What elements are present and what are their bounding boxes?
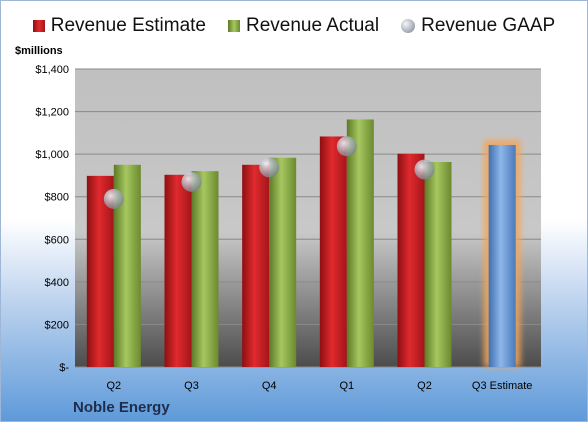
y-tick-label: $600 (45, 234, 69, 246)
legend-swatch-red (32, 20, 45, 32)
legend-marker-gaap (401, 19, 416, 33)
x-tick-label: Q3 (184, 380, 199, 392)
bar-revenue-estimate (319, 136, 347, 367)
y-tick-label: $400 (45, 277, 69, 289)
x-tick-label: Q2 (106, 380, 121, 392)
y-tick-label: $- (59, 362, 69, 374)
y-tick-label: $200 (45, 319, 69, 331)
bar-revenue-estimate (242, 164, 270, 367)
legend-label-revenue-actual: Revenue Actual (246, 15, 380, 36)
gaap-marker (181, 171, 202, 192)
x-tick-label: Q1 (339, 380, 354, 392)
bar-revenue-actual (191, 171, 219, 367)
bar-revenue-actual (424, 162, 452, 367)
legend-swatch-green (228, 20, 240, 32)
x-tick-label: Q2 (417, 380, 432, 392)
company-name: Noble Energy (73, 399, 170, 416)
legend-item-revenue-estimate: Revenue Estimate (32, 15, 206, 37)
y-tick-label: $1,200 (35, 107, 69, 119)
y-tick-label: $1,400 (35, 64, 69, 76)
legend-item-revenue-gaap: Revenue GAAP (401, 15, 555, 37)
gaap-marker (259, 157, 280, 178)
bar-revenue-estimate (164, 174, 192, 367)
x-axis-ticks: Q2 Q3 Q4 Q1 Q2 Q3 Estimate (106, 380, 532, 392)
y-axis-unit-label: $millions (15, 45, 63, 57)
legend: Revenue Estimate Revenue Actual Revenue … (1, 15, 587, 37)
legend-label-revenue-estimate: Revenue Estimate (50, 15, 206, 36)
bar-revenue-actual (269, 157, 297, 367)
bar-revenue-actual (346, 119, 374, 367)
y-tick-label: $800 (45, 192, 69, 204)
bar-q3-estimate (488, 144, 516, 367)
gaap-marker (414, 159, 435, 180)
bar-revenue-estimate (397, 153, 425, 367)
legend-label-revenue-gaap: Revenue GAAP (421, 15, 556, 36)
gaap-marker (336, 136, 357, 157)
x-tick-label: Q3 Estimate (472, 380, 533, 392)
x-tick-label: Q4 (262, 380, 277, 392)
gaap-marker (103, 188, 124, 209)
plot-area (75, 69, 541, 367)
gridlines (75, 68, 541, 368)
y-axis-ticks: $- $200 $400 $600 $800 $1,000 $1,200 $1,400 (35, 64, 69, 374)
legend-item-revenue-actual: Revenue Actual (228, 15, 379, 37)
gaap-markers (103, 136, 435, 209)
y-tick-label: $1,000 (35, 149, 69, 161)
